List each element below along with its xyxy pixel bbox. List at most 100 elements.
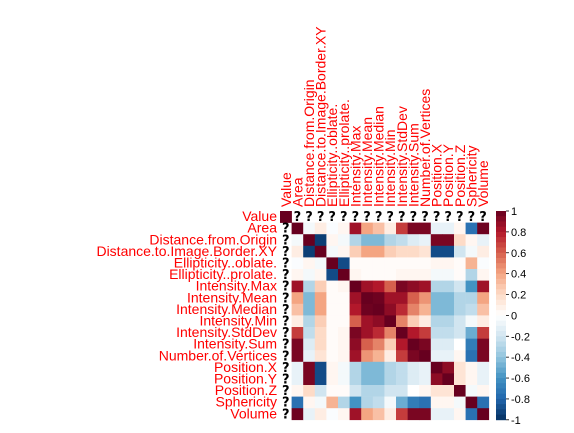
colorbar-segment	[496, 346, 506, 353]
heatmap-cell	[291, 396, 304, 409]
heatmap-cell	[349, 396, 362, 409]
heatmap-cell	[361, 373, 374, 386]
heatmap-cell	[291, 303, 304, 316]
colorbar-segment	[496, 289, 506, 295]
heatmap-cell	[442, 315, 455, 328]
heatmap-cell	[384, 269, 397, 281]
heatmap-cell	[303, 385, 316, 397]
heatmap-cell	[442, 245, 455, 258]
heatmap-cell	[442, 280, 455, 293]
heatmap-cell	[407, 361, 420, 374]
heatmap-cell	[442, 269, 455, 281]
column-label: Area	[289, 177, 305, 207]
colorbar-segment	[496, 237, 506, 243]
heatmap-cell	[349, 385, 362, 397]
heatmap-cell	[465, 222, 478, 235]
heatmap-cell	[430, 245, 443, 258]
heatmap-cell	[477, 292, 490, 305]
heatmap-cell	[291, 350, 304, 363]
heatmap-cell	[442, 361, 455, 374]
heatmap-cell	[396, 396, 408, 409]
heatmap-cell	[303, 408, 316, 421]
heatmap-cell	[396, 373, 408, 386]
colorbar-segment	[496, 211, 506, 217]
heatmap-cell	[372, 385, 385, 397]
heatmap-cell	[477, 350, 490, 363]
heatmap-cell	[396, 361, 408, 374]
heatmap-cell	[384, 257, 397, 270]
heatmap-cell	[291, 292, 304, 305]
heatmap-cell	[465, 350, 478, 363]
row-label: Position.Y	[214, 371, 278, 387]
heatmap-cell	[430, 408, 443, 421]
colorbar-segment	[496, 252, 506, 259]
colorbar-tick-label: 0	[511, 310, 517, 322]
heatmap-cell	[454, 303, 466, 316]
heatmap-cell	[338, 315, 350, 328]
heatmap-cell	[407, 408, 420, 421]
heatmap-cell	[477, 303, 490, 316]
heatmap-cell	[384, 350, 397, 363]
missing-cell-marker: ?	[375, 210, 383, 225]
heatmap-cell	[442, 338, 455, 351]
column-label: Intensity.Max	[347, 126, 363, 207]
heatmap-cell	[396, 222, 408, 235]
heatmap-cell	[338, 385, 350, 397]
heatmap-cell	[326, 222, 339, 235]
heatmap-cell	[396, 327, 408, 339]
heatmap-cell	[314, 350, 327, 363]
heatmap-cell	[407, 257, 420, 270]
heatmap-cell	[372, 338, 385, 351]
heatmap-cell	[384, 408, 397, 421]
heatmap-cell	[361, 327, 374, 339]
heatmap-cell	[454, 269, 466, 281]
heatmap-cell	[454, 280, 466, 293]
heatmap-cell	[349, 257, 362, 270]
heatmap-cell	[372, 361, 385, 374]
colorbar-segment	[496, 231, 506, 238]
colorbar-segment	[496, 278, 506, 285]
heatmap-cell	[303, 338, 316, 351]
heatmap-cell	[442, 408, 455, 421]
heatmap-cell	[314, 245, 327, 258]
heatmap-cell	[338, 245, 350, 258]
heatmap-cell	[361, 222, 374, 235]
heatmap-cell	[361, 234, 374, 247]
heatmap-cell	[419, 245, 432, 258]
heatmap-cell	[303, 315, 316, 328]
heatmap-cell	[442, 257, 455, 270]
heatmap-cell	[396, 280, 408, 293]
heatmap-cell	[338, 327, 350, 339]
heatmap-cell	[477, 269, 490, 281]
heatmap-cell	[314, 234, 327, 247]
heatmap-cell	[314, 315, 327, 328]
row-label: Value	[242, 208, 277, 224]
heatmap-cell	[465, 408, 478, 421]
heatmap-cell	[338, 234, 350, 247]
heatmap-cell	[465, 327, 478, 339]
row-label: Position.Z	[215, 382, 278, 398]
heatmap-cell	[326, 234, 339, 247]
colorbar-segment	[496, 409, 506, 415]
heatmap-cell	[326, 408, 339, 421]
row-label: Volume	[230, 405, 277, 421]
heatmap-cell	[372, 408, 385, 421]
row-label: Number.of.Vertices	[159, 347, 277, 363]
colorbar-tick-label: -0.2	[511, 331, 530, 343]
heatmap-cell	[396, 385, 408, 397]
heatmap-cell	[477, 234, 490, 247]
missing-cell-marker: ?	[282, 280, 290, 295]
heatmap-cell	[465, 303, 478, 316]
heatmap-cell	[454, 373, 466, 386]
heatmap-cell	[477, 408, 490, 421]
missing-cell-marker: ?	[282, 257, 290, 272]
heatmap-cell	[303, 396, 316, 409]
heatmap-cell	[384, 222, 397, 235]
colorbar-segment	[496, 325, 506, 332]
column-label: Value	[278, 172, 294, 207]
column-label: Position.Y	[440, 143, 456, 207]
heatmap-cell	[396, 257, 408, 270]
heatmap-cell	[419, 280, 432, 293]
heatmap-cell	[361, 350, 374, 363]
